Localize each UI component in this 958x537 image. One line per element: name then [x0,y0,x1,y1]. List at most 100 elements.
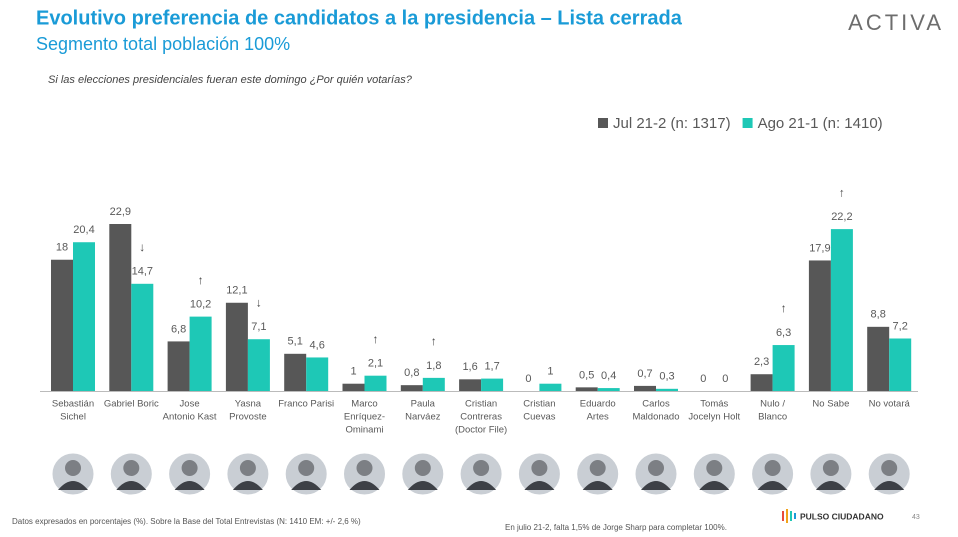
value-label: 14,7 [132,266,153,278]
bar [400,385,423,391]
photo-body [641,481,671,490]
x-tick-label: Tomás [700,399,728,410]
bar [247,339,270,391]
bar [459,379,482,391]
trend-arrow: ↓ [139,240,145,254]
photo-body [291,481,322,490]
x-tick-label: Carlos [642,399,670,410]
value-label: 1,8 [426,360,441,372]
value-label: 20,4 [73,224,94,236]
bar [772,345,795,391]
value-label: 1,7 [484,361,499,373]
x-tick-label: Gabriel Boric [104,399,159,410]
photo-body [232,481,263,490]
value-label: 0 [722,373,728,385]
value-label: 22,9 [110,206,131,218]
x-tick-label: Paula [411,399,436,410]
trend-arrow: ↑ [781,301,787,315]
photo-head [648,460,664,476]
photo-head [881,460,898,476]
title: Evolutivo preferencia de candidatos a la… [36,7,683,29]
value-label: 0,4 [601,370,616,382]
photo-body [699,481,730,490]
x-tick-label: Sebastián [52,399,94,410]
value-label: 1 [350,366,356,378]
photo-head [298,460,315,476]
bar [225,302,248,391]
x-tick-label: Contreras [460,412,502,423]
value-label: 22,2 [831,211,852,223]
x-tick-label: Ominami [345,425,383,436]
bar [109,224,132,391]
bar [597,388,620,391]
photo-head [123,460,140,476]
bar [364,375,387,391]
trend-arrow: ↑ [373,332,379,346]
value-label: 7,1 [251,321,266,333]
legend-label: Jul 21-2 (n: 1317) [613,115,731,132]
photo-body [407,481,438,490]
logo: ACTIVA [848,10,944,35]
x-tick-label: Marco [351,399,377,410]
x-tick-label: Franco Parisi [278,399,334,410]
bar [889,338,912,391]
value-label: 6,3 [776,327,791,339]
value-label: 0,5 [579,369,594,381]
bar [51,259,73,391]
photo-head [706,460,723,476]
value-label: 4,6 [310,339,325,351]
bar [481,378,504,391]
trend-arrow: ↑ [431,334,437,348]
photo-head [65,460,81,476]
x-tick-label: Jose [180,399,200,410]
photo-head [356,460,373,476]
photos [51,452,911,496]
photo-head [414,460,431,476]
bar [808,260,831,391]
photo-head [239,460,256,476]
photo-body [349,481,380,490]
photo-head [181,460,198,476]
x-tick-label: No Sabe [812,399,849,410]
x-tick-label: Provoste [229,412,267,423]
bar [539,383,562,391]
bar [167,341,190,391]
value-label: 6,8 [171,323,186,335]
subtitle: Segmento total población 100% [36,34,290,54]
x-tick-label: Artes [587,412,609,423]
x-tick-label: No votará [869,399,911,410]
photo-body [524,481,555,490]
trend-arrow: ↓ [256,295,262,309]
photo-body [815,481,846,490]
bar [830,229,853,391]
value-label: 1,6 [462,361,477,373]
value-label: 2,1 [368,358,383,370]
bar [189,316,212,391]
x-tick-label: (Doctor File) [455,425,507,436]
trend-arrow: ↑ [198,273,204,287]
photo-body [582,481,613,490]
x-tick-label: Cristian [465,399,497,410]
value-label: 8,8 [871,309,886,321]
bar [656,388,678,391]
legend-label: Ago 21-1 (n: 1410) [758,115,883,132]
bar [422,377,445,391]
x-tick-label: Cuevas [523,412,555,423]
value-label: 0 [525,373,531,385]
x-tick-label: Narváez [405,412,441,423]
brand: PULSO CIUDADANO [800,511,884,521]
value-label: 2,3 [754,356,769,368]
bar [284,353,307,391]
bar [342,383,365,391]
value-label: 1 [547,366,553,378]
photo-body [466,481,497,490]
photo-head [764,460,781,476]
x-tick-label: Cristian [523,399,555,410]
footnote: Datos expresados en porcentajes (%). Sob… [12,517,361,526]
trend-arrow: ↑ [839,185,845,199]
x-tick-label: Jocelyn Holt [688,412,740,423]
bar [131,283,154,391]
x-tick-label: Eduardo [580,399,616,410]
bar [634,385,656,391]
